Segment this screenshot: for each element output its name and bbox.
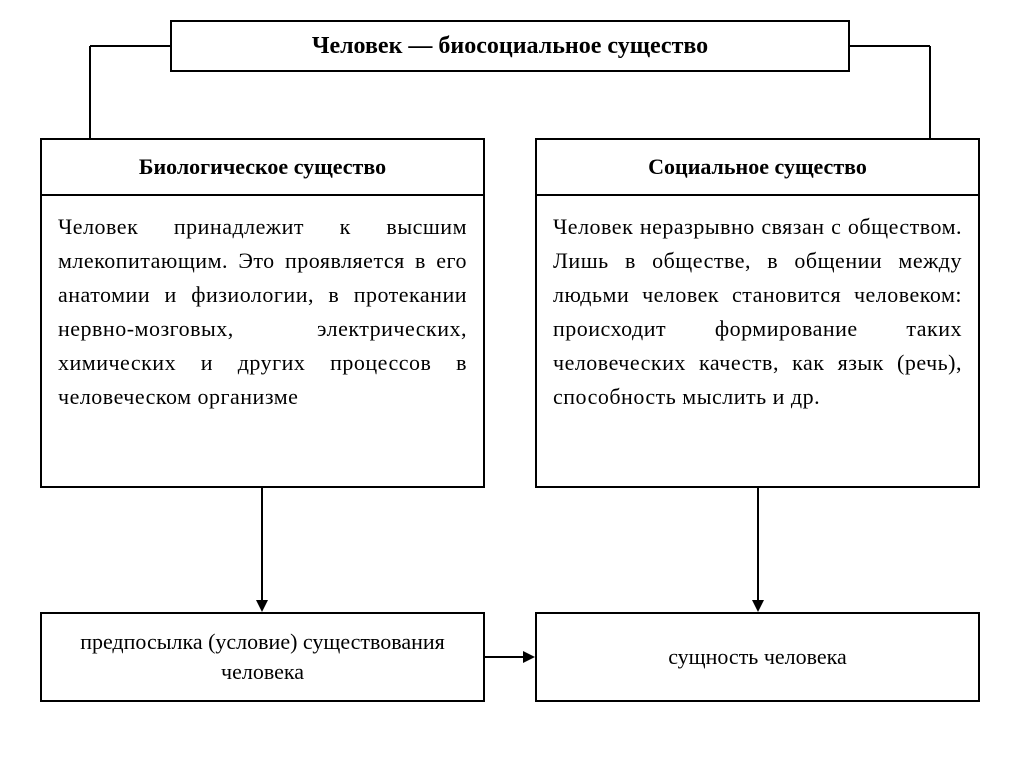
- right-column-header: Социальное существо: [537, 140, 978, 196]
- right-column: Социальное существо Человек неразрывно с…: [535, 138, 980, 488]
- left-column: Биологическое существо Человек принадлеж…: [40, 138, 485, 488]
- left-column-body: Человек принадлежит к высшим млекопитающ…: [42, 196, 483, 429]
- bottom-right-box: сущность человека: [535, 612, 980, 702]
- left-column-header: Биологическое существо: [42, 140, 483, 196]
- bottom-left-text: предпосылка (условие) существования чело…: [54, 627, 471, 686]
- bottom-right-text: сущность человека: [668, 642, 847, 672]
- title-box: Человек — биосоциальное существо: [170, 20, 850, 72]
- right-column-body: Человек неразрывно связан с обществом. Л…: [537, 196, 978, 429]
- bottom-left-box: предпосылка (условие) существования чело…: [40, 612, 485, 702]
- title-text: Человек — биосоциальное существо: [312, 33, 708, 60]
